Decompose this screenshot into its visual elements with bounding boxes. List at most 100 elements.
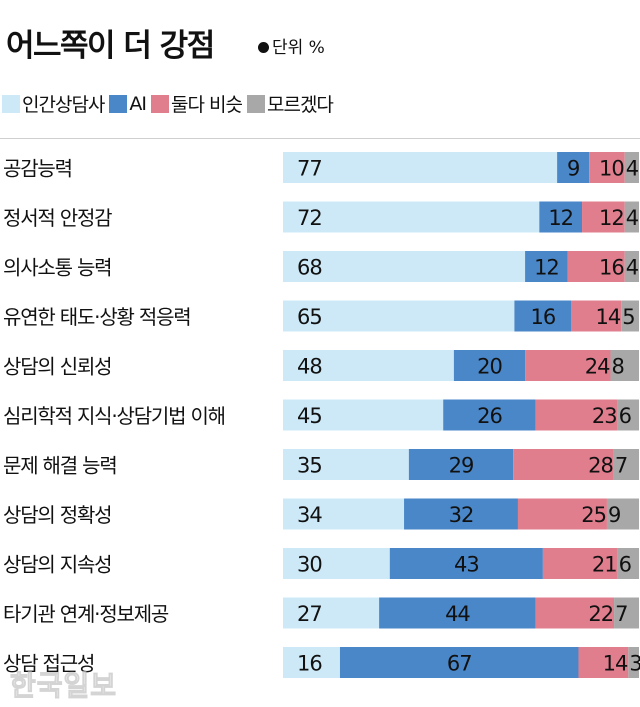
bar-segment [535,399,618,431]
bar-segment [617,399,639,431]
data-label: 35 [297,454,322,478]
category-label: 문제 해결 능력 [3,454,117,478]
legend-swatch-both [151,94,170,113]
bar-row: 의사소통 능력 68 12 16 4 [3,251,640,282]
category-label: 타기관 연계·정보제공 [3,602,169,626]
bar-segment [453,350,526,381]
bar-row: 상담 접근성 16 67 14 3 [3,647,640,678]
data-label: 77 [297,157,322,181]
bar-row: 타기관 연계·정보제공 27 44 22 7 [3,597,639,629]
bar-row: 상담의 지속성 30 43 21 6 [3,548,639,579]
data-label: 72 [297,206,322,230]
category-label: 상담의 신뢰성 [3,355,111,379]
legend-swatch-ai [109,94,128,113]
legend-item-ai: AI [109,93,147,115]
category-label: 상담의 정확성 [3,503,111,527]
bar-segment [517,498,607,530]
bullet-icon [258,42,269,53]
data-label: 4 [626,256,639,280]
bar-segment [571,300,622,332]
bar-segment [578,647,629,678]
category-label: 심리학적 지식·상담기법 이해 [3,404,225,428]
bar-segment [283,449,409,480]
bar-row: 유연한 태도·상황 적응력 65 16 14 5 [3,300,639,332]
bar-segment [567,251,625,282]
category-label: 상담의 지속성 [3,553,111,577]
data-label: 5 [622,305,634,329]
category-label: 상담 접근성 [3,652,94,676]
bar-segment [525,350,611,381]
bar-segment [389,548,543,579]
data-label: 9 [567,157,579,181]
bar-segment [542,548,618,579]
bar-row: 문제 해결 능력 35 29 28 7 [3,449,639,480]
data-label: 4 [626,206,639,230]
data-label: 3 [629,652,640,676]
legend-swatch-unknown [246,94,265,113]
legend-swatch-human [2,94,20,113]
bar-segment [621,300,639,332]
data-label: 20 [477,355,502,379]
unit-note: 단위 % [258,33,325,58]
bar-segment [617,548,639,579]
bar-segment [443,399,536,431]
data-label: 6 [619,404,632,428]
data-label: 21 [592,553,617,577]
data-label: 7 [615,454,627,478]
bar-segment [379,597,536,629]
data-label: 45 [297,404,322,428]
legend-label-both: 둘다 비슷 [171,94,243,116]
bar-segment [614,597,639,629]
bar-row: 상담의 정확성 34 32 25 9 [3,498,639,530]
bar-row: 심리학적 지식·상담기법 이해 45 26 23 6 [3,399,639,431]
legend: 인간상담사 AI 둘다 비슷 모르겠다 [2,90,338,117]
data-label: 67 [447,652,472,676]
data-label: 29 [449,454,474,478]
data-label: 23 [592,404,617,428]
bar-segment [283,498,405,530]
data-label: 7 [615,602,627,626]
data-label: 43 [454,553,479,577]
bar-segment [613,449,639,480]
category-label: 유연한 태도·상황 적응력 [3,305,190,329]
data-label: 8 [612,355,624,379]
data-label: 12 [599,206,624,230]
bar-row: 공감능력 77 9 10 4 [3,152,640,183]
chart-title: 어느쪽이 더 강점 [6,28,215,64]
header-divider [0,138,640,139]
bar-segment [283,300,515,332]
bar-segment [582,201,625,233]
bar-segment [283,152,558,183]
category-label: 의사소통 능력 [3,256,111,280]
bar-segment [624,251,639,282]
bar-segment [339,647,579,678]
bar-segment [404,498,518,530]
bar-segment [283,251,526,282]
data-label: 34 [297,503,322,527]
data-label: 25 [581,503,606,527]
data-label: 27 [297,602,322,626]
bar-segment [283,399,444,431]
data-label: 48 [297,355,322,379]
bar-segment [283,597,380,629]
legend-item-unknown: 모르겠다 [246,90,334,117]
bar-segment [283,201,540,233]
data-label: 12 [534,256,559,280]
unit-label: 단위 % [272,38,325,58]
bar-segment [606,498,639,530]
bar-segment [539,201,583,233]
chart-header: 어느쪽이 더 강점 단위 % 인간상담사 AI 둘다 비슷 모르겠다 [0,0,640,150]
legend-label-human: 인간상담사 [22,94,105,116]
data-label: 32 [449,503,474,527]
data-label: 26 [477,404,502,428]
bar-segment [624,201,639,233]
bar-segment [610,350,639,381]
legend-label-unknown: 모르겠다 [266,94,334,116]
data-label: 30 [297,553,322,577]
bar-row: 상담의 신뢰성 48 20 24 8 [3,350,639,381]
data-label: 10 [599,157,624,181]
bar-segment [628,647,639,678]
data-label: 22 [588,602,613,626]
category-label: 공감능력 [3,157,72,181]
data-label: 16 [599,256,624,280]
